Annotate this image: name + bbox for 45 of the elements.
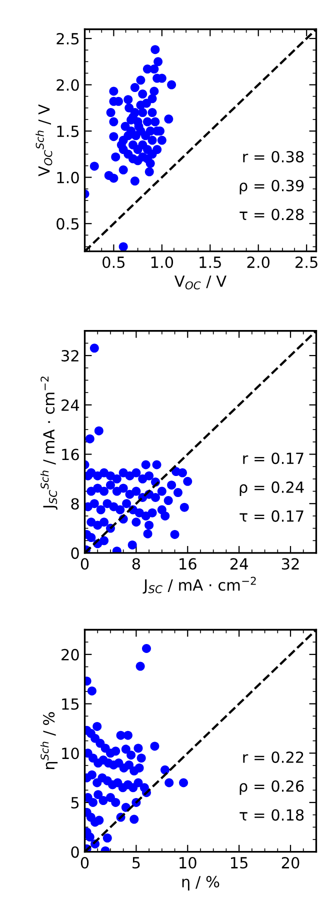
x-tick-label: 2.0 [247, 256, 270, 268]
y-tick-label: 0.5 [56, 218, 79, 230]
annotation: τ = 0.28 [240, 208, 304, 220]
x-axis-title: V$_{OC}$ / V [174, 276, 226, 290]
annotation: ρ = 0.24 [240, 481, 304, 496]
x-axis-title: η / % [182, 876, 220, 890]
annotation: r = 0.38 [243, 150, 304, 162]
x-tick-label: 20 [282, 856, 300, 869]
x-tick-label: 15 [231, 857, 248, 869]
y-axis-title: η$^{Sch}$ / % [40, 712, 58, 769]
annotation: τ = 0.18 [240, 809, 304, 821]
y-tick-label: 8 [71, 498, 79, 510]
y-tick-label: 24 [62, 399, 80, 411]
x-tick-label: 0 [80, 856, 89, 869]
y-tick-label: 0 [71, 846, 79, 858]
y-tick-label: 5 [71, 797, 79, 809]
x-tick-label: 0 [80, 558, 89, 570]
x-tick-label: 16 [180, 558, 196, 570]
y-tick-label: 32 [62, 350, 78, 362]
y-tick-label: 16 [62, 448, 79, 460]
y-tick-label: 2.5 [56, 32, 79, 45]
x-tick-label: 8 [132, 558, 140, 570]
annotation: τ = 0.17 [240, 510, 304, 522]
x-tick-label: 32 [282, 558, 299, 570]
annotation: r = 0.17 [243, 452, 304, 464]
x-tick-label: 1.5 [200, 256, 221, 268]
annotation: ρ = 0.39 [240, 180, 304, 194]
x-tick-label: 24 [230, 558, 248, 570]
y-tick-label: 2.0 [56, 79, 79, 91]
y-tick-label: 10 [62, 748, 79, 760]
y-axis-title: V$_{OC}$$^{Sch}$ / V [36, 104, 52, 176]
x-tick-label: 10 [180, 856, 196, 869]
annotation: ρ = 0.26 [240, 780, 304, 795]
annotation: r = 0.22 [243, 751, 304, 763]
y-tick-label: 15 [62, 698, 79, 710]
x-axis-title: J$_{SC}$ / mA · cm$^{−2}$ [142, 576, 256, 594]
x-tick-label: 5 [132, 857, 140, 869]
x-tick-label: 1.0 [151, 256, 174, 268]
y-axis-title: J$_{SC}$$^{Sch}$ / mA · cm$^{−2}$ [40, 376, 58, 510]
y-tick-label: 0 [71, 547, 79, 559]
y-tick-label: 20 [62, 648, 79, 660]
y-tick-label: 1.0 [57, 172, 79, 184]
x-tick-label: 0.5 [102, 256, 125, 268]
y-tick-label: 1.5 [57, 126, 79, 138]
x-tick-label: 2.5 [296, 256, 318, 268]
